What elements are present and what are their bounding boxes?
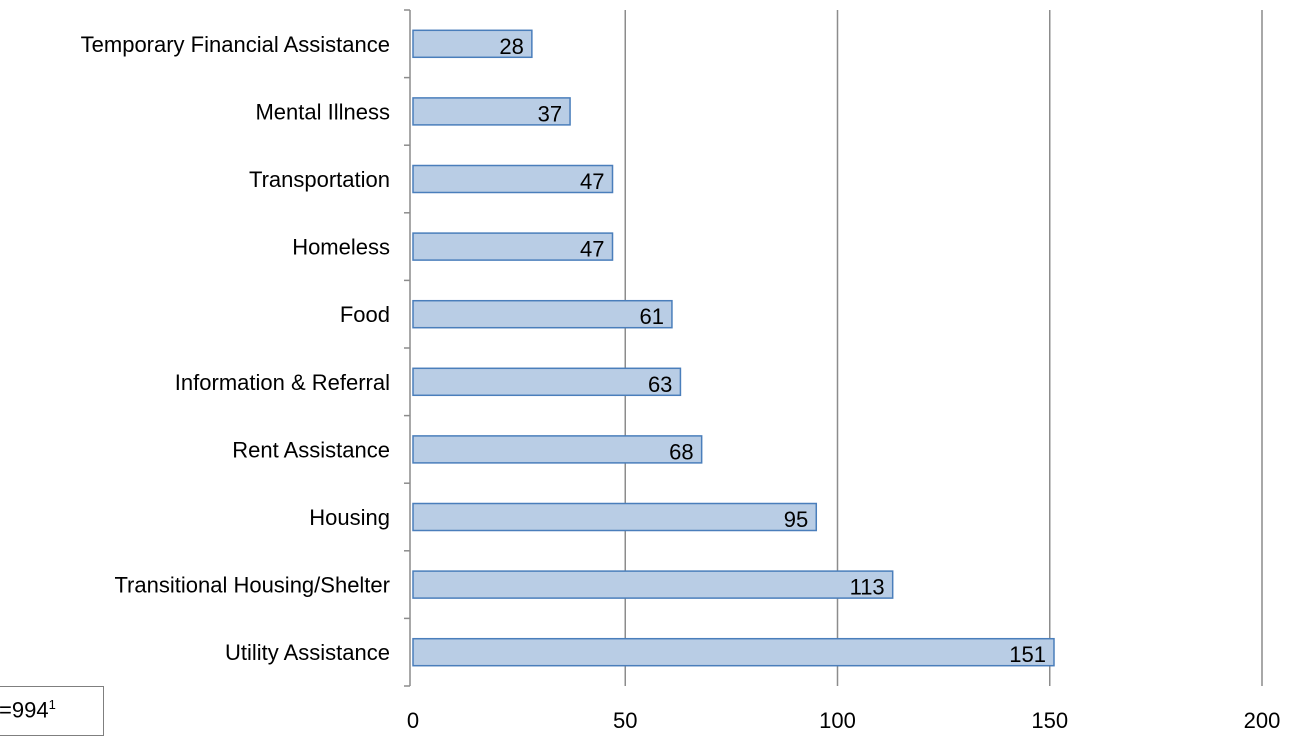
sample-size-box: =9941 xyxy=(0,686,104,736)
data-label-7: 95 xyxy=(784,507,808,532)
bar-5 xyxy=(412,367,682,397)
category-label-4: Food xyxy=(340,302,390,327)
bar-1 xyxy=(412,97,571,126)
data-label-5: 63 xyxy=(648,372,672,397)
data-label-3: 47 xyxy=(580,237,604,262)
bar-6 xyxy=(412,435,703,464)
bars xyxy=(412,29,1055,667)
bar-0 xyxy=(412,29,533,59)
category-label-3: Homeless xyxy=(292,235,390,260)
category-label-1: Mental Illness xyxy=(255,99,390,124)
category-label-2: Transportation xyxy=(249,167,390,192)
sample-size-text: =9941 xyxy=(0,697,56,723)
data-label-8: 113 xyxy=(850,575,885,600)
sample-size-value: =994 xyxy=(0,697,49,723)
category-label-8: Transitional Housing/Shelter xyxy=(114,573,390,598)
category-label-7: Housing xyxy=(309,505,390,530)
data-label-0: 28 xyxy=(499,34,523,59)
sample-size-footnote: 1 xyxy=(48,697,56,712)
data-label-2: 47 xyxy=(580,169,604,194)
data-label-4: 61 xyxy=(639,304,663,329)
bar-3 xyxy=(412,232,614,261)
x-tick-label-50: 50 xyxy=(613,708,637,732)
data-label-6: 68 xyxy=(669,439,693,464)
x-tick-label-200: 200 xyxy=(1244,708,1281,732)
bar-8 xyxy=(412,570,894,599)
labels: 0 50 100 150 200 Temporary Financial Assistan… xyxy=(81,32,1281,732)
category-label-0: Temporary Financial Assistance xyxy=(81,32,390,57)
x-tick-label-100: 100 xyxy=(819,708,856,732)
bar-9 xyxy=(412,637,1055,667)
x-tick-label-0: 0 xyxy=(407,708,419,732)
data-label-9: 151 xyxy=(1009,642,1046,667)
category-label-5: Information & Referral xyxy=(175,370,390,395)
data-label-1: 37 xyxy=(538,101,562,126)
bar-7 xyxy=(412,502,818,532)
category-label-6: Rent Assistance xyxy=(232,437,390,462)
bar-2 xyxy=(412,164,614,194)
bar-4 xyxy=(412,299,673,329)
x-tick-label-150: 150 xyxy=(1031,708,1068,732)
axes xyxy=(404,9,411,687)
category-label-9: Utility Assistance xyxy=(225,640,390,665)
